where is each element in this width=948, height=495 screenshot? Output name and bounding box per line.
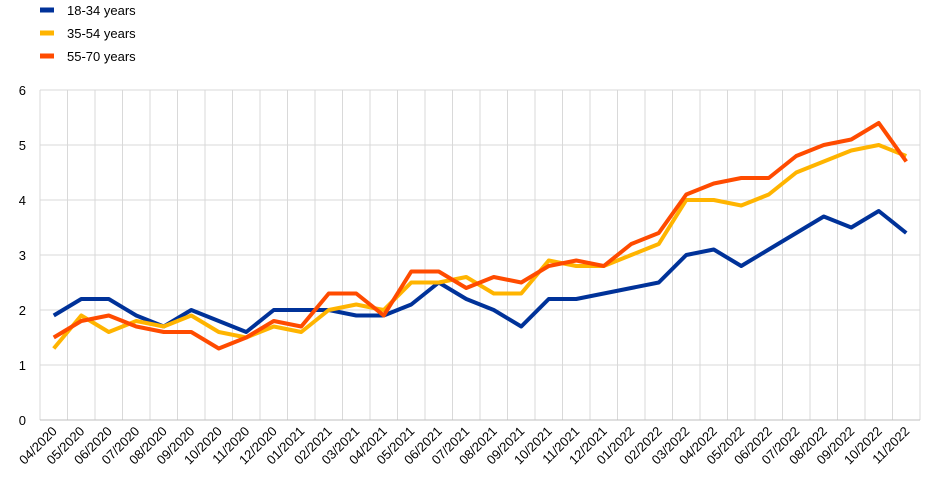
y-tick-label: 1 [19, 358, 26, 373]
legend-label: 55-70 years [67, 49, 136, 64]
series-line [52, 143, 907, 350]
y-tick-label: 3 [19, 248, 26, 263]
y-tick-label: 5 [19, 138, 26, 153]
legend-label: 35-54 years [67, 26, 136, 41]
series-line [52, 121, 908, 351]
y-tick-label: 6 [19, 83, 26, 98]
series-line [52, 209, 908, 334]
legend-label: 18-34 years [67, 3, 136, 18]
y-tick-label: 4 [19, 193, 26, 208]
y-tick-label: 0 [19, 413, 26, 428]
y-tick-label: 2 [19, 303, 26, 318]
